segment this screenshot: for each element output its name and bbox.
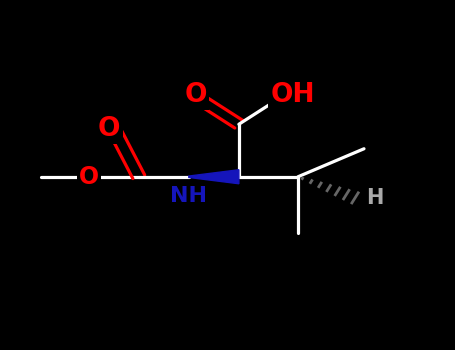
Text: H: H [366,188,383,208]
Text: O: O [98,116,121,142]
Text: OH: OH [270,82,315,107]
Text: O: O [184,82,207,108]
Text: O: O [79,165,99,189]
Polygon shape [189,170,239,184]
Text: NH: NH [170,186,207,206]
